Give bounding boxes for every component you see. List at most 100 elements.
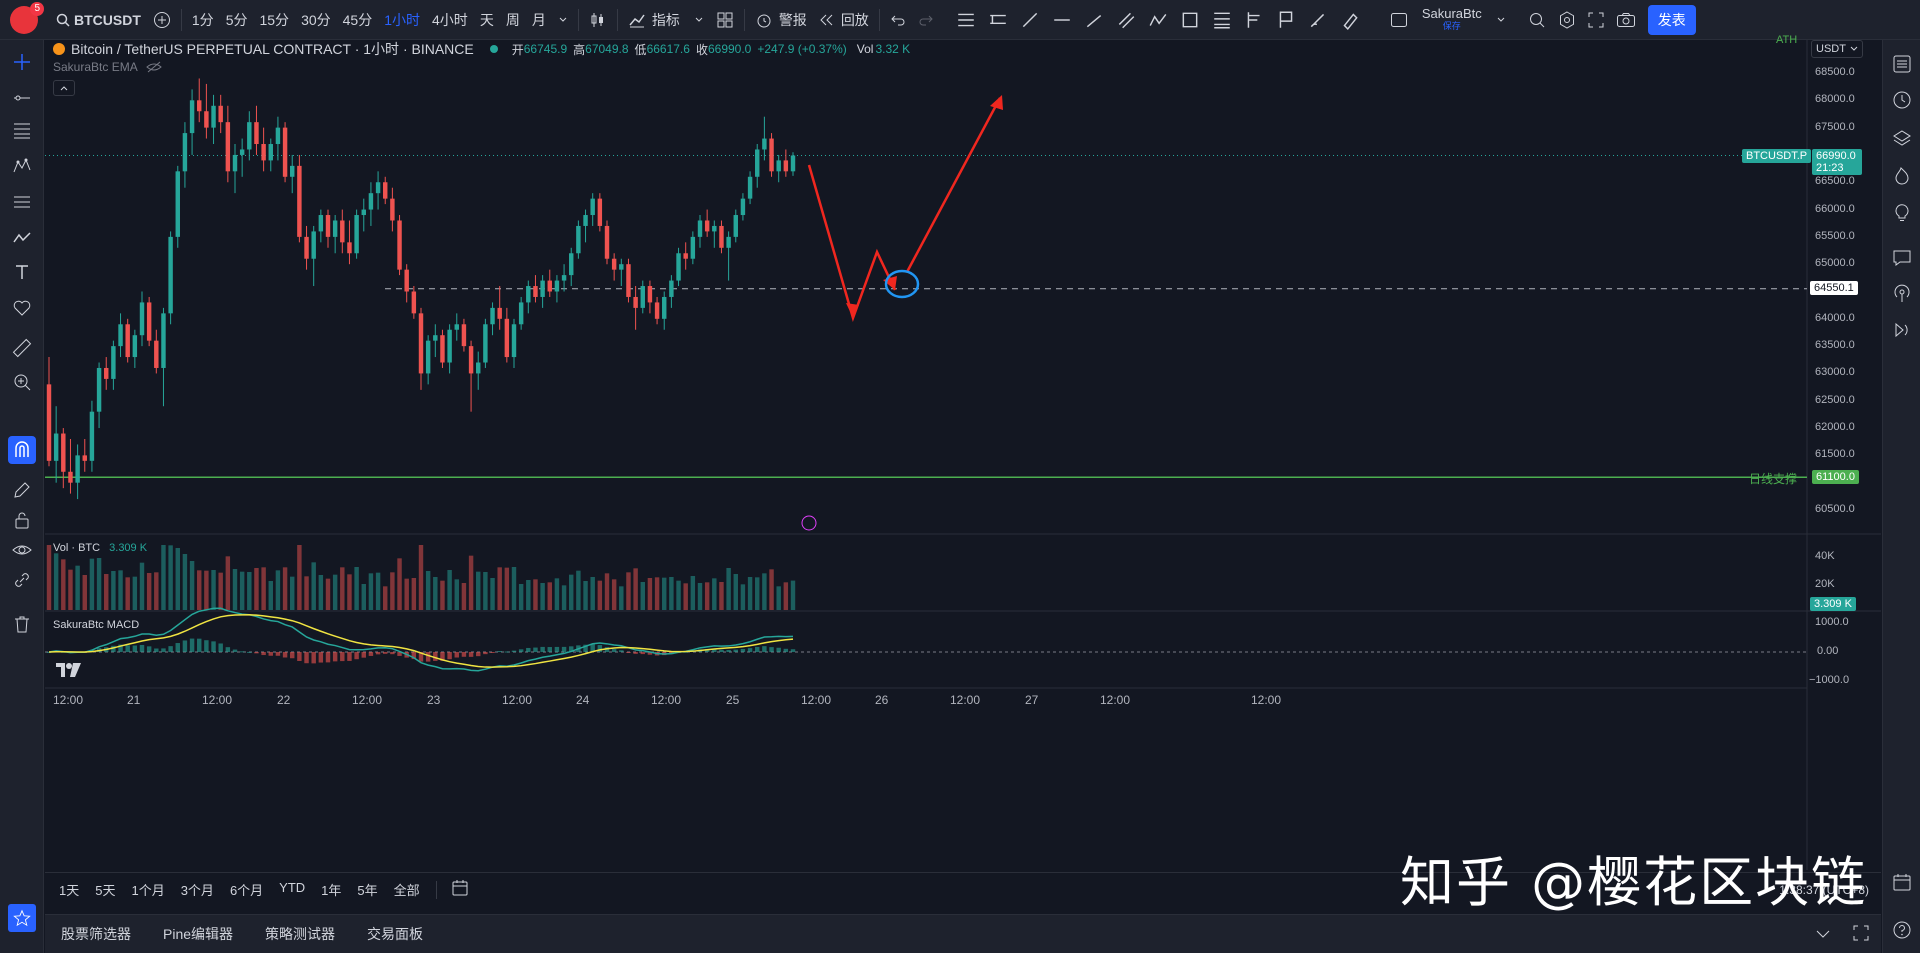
user-avatar[interactable]: 5	[10, 1, 44, 34]
clock-display[interactable]: 1:38:37 (UTC+8)	[1779, 882, 1869, 897]
footer-tab-2[interactable]: 策略测试器	[265, 926, 336, 942]
draw-tool-8[interactable]	[1206, 0, 1238, 40]
trendline-tool[interactable]	[8, 84, 36, 112]
collapse-legend-button[interactable]	[53, 80, 75, 96]
currency-selector[interactable]: USDT	[1811, 40, 1863, 58]
candle-body	[146, 302, 152, 341]
range-3[interactable]: 3个月	[180, 883, 214, 898]
symbol-search[interactable]: BTCUSDT	[50, 0, 147, 40]
maximize-panel-button[interactable]	[1841, 925, 1881, 944]
chart-area[interactable]: Bitcoin / TetherUS PERPETUAL CONTRACT · …	[45, 34, 1881, 870]
timeframe-0[interactable]: 1分	[191, 11, 214, 28]
range-0[interactable]: 1天	[59, 883, 80, 898]
draw-tool-1[interactable]	[982, 0, 1014, 40]
timeframe-dropdown[interactable]	[552, 0, 574, 40]
candle-body	[182, 133, 188, 172]
timeframe-1[interactable]: 5分	[225, 11, 248, 28]
prediction-tool[interactable]	[8, 188, 36, 216]
streams-button[interactable]	[1888, 280, 1916, 308]
draw-tool-11[interactable]	[1302, 0, 1334, 40]
chat-button[interactable]	[1888, 244, 1916, 272]
range-4[interactable]: 6个月	[229, 883, 264, 898]
collapse-panel-button[interactable]	[1805, 926, 1841, 942]
watchlist-button[interactable]	[1888, 50, 1916, 78]
settings-button[interactable]	[1552, 0, 1582, 40]
magnet-tool[interactable]	[8, 436, 36, 464]
draw-tool-4[interactable]	[1078, 0, 1110, 40]
eye-hidden-icon[interactable]	[145, 61, 162, 73]
pattern-tool[interactable]	[8, 152, 36, 180]
fib-tool[interactable]	[8, 116, 36, 144]
timeframe-6[interactable]: 4小时	[432, 11, 468, 28]
account-dropdown[interactable]	[1490, 0, 1512, 40]
range-1[interactable]: 5天	[95, 883, 116, 898]
quick-search-button[interactable]	[1522, 0, 1552, 40]
draw-tool-5[interactable]	[1110, 0, 1142, 40]
zoom-tool[interactable]	[8, 368, 36, 396]
volume-bar	[662, 577, 667, 610]
draw-tool-6[interactable]	[1142, 0, 1174, 40]
range-7[interactable]: 5年	[357, 883, 378, 898]
draw-tool-7[interactable]	[1174, 0, 1206, 40]
symbol-title[interactable]: Bitcoin / TetherUS PERPETUAL CONTRACT · …	[71, 41, 474, 57]
hotlists-button[interactable]	[1888, 162, 1916, 190]
replay-button[interactable]: 回放	[813, 0, 875, 40]
timeframe-7[interactable]: 天	[479, 11, 494, 28]
text-tool[interactable]	[8, 258, 36, 286]
lock-drawings-tool[interactable]	[8, 506, 36, 534]
templates-button[interactable]	[710, 0, 740, 40]
measure-tool[interactable]	[8, 334, 36, 362]
timeframe-5[interactable]: 1小时	[384, 11, 421, 28]
macd-histogram-bar	[161, 648, 166, 652]
footer-tab-0[interactable]: 股票筛选器	[61, 926, 131, 942]
macd-legend[interactable]: SakuraBtc MACD	[53, 619, 140, 631]
signals-button[interactable]	[1888, 316, 1916, 344]
ema-legend[interactable]: SakuraBtc EMA	[53, 60, 162, 74]
draw-tool-10[interactable]	[1270, 0, 1302, 40]
alerts-panel-button[interactable]	[1888, 86, 1916, 114]
account-menu[interactable]: SakuraBtc 保存	[1414, 0, 1490, 40]
draw-tool-3[interactable]	[1046, 0, 1078, 40]
snapshot-button[interactable]	[1610, 0, 1642, 40]
timeframe-9[interactable]: 月	[531, 11, 546, 28]
alert-button[interactable]: 警报	[749, 0, 813, 40]
help-button[interactable]	[1888, 916, 1916, 944]
footer-tab-1[interactable]: Pine编辑器	[163, 926, 234, 942]
timeframe-2[interactable]: 15分	[259, 11, 290, 28]
chart-type-button[interactable]	[583, 0, 613, 40]
goto-date-button[interactable]	[445, 879, 475, 900]
hide-drawings-tool[interactable]	[8, 536, 36, 564]
draw-tool-0[interactable]	[950, 0, 982, 40]
draw-tool-9[interactable]	[1238, 0, 1270, 40]
remove-drawings-tool[interactable]	[8, 610, 36, 638]
indicators-button[interactable]: 指标	[622, 0, 710, 40]
favorites-tool[interactable]	[8, 904, 36, 932]
chart-canvas[interactable]	[45, 40, 1881, 870]
draw-tool-12[interactable]	[1334, 0, 1366, 40]
ideas-button[interactable]	[1888, 198, 1916, 226]
timeframe-3[interactable]: 30分	[301, 11, 331, 28]
layers-button[interactable]	[1888, 124, 1916, 152]
crosshair-tool[interactable]	[8, 48, 36, 76]
redo-button[interactable]	[912, 0, 940, 40]
range-2[interactable]: 1个月	[131, 883, 165, 898]
range-6[interactable]: 1年	[321, 883, 342, 898]
publish-button[interactable]: 发表	[1647, 4, 1696, 35]
footer-tab-3[interactable]: 交易面板	[367, 926, 424, 942]
range-8[interactable]: 全部	[393, 883, 420, 898]
timeframe-8[interactable]: 周	[505, 11, 520, 28]
keep-drawing-tool[interactable]	[8, 476, 36, 504]
undo-button[interactable]	[884, 0, 912, 40]
sync-drawings-tool[interactable]	[8, 566, 36, 594]
compare-button[interactable]	[147, 0, 177, 40]
fullscreen-button[interactable]	[1582, 0, 1610, 40]
layout-button[interactable]	[1384, 0, 1414, 40]
draw-tool-2[interactable]	[1014, 0, 1046, 40]
brush-tool[interactable]	[8, 224, 36, 252]
indicators-label: 指标	[651, 11, 680, 28]
timeframe-4[interactable]: 45分	[342, 11, 373, 28]
range-5[interactable]: YTD	[279, 880, 306, 895]
volume-legend[interactable]: Vol · BTC 3.309 K	[53, 542, 147, 554]
icons-tool[interactable]	[8, 294, 36, 322]
calendar-button[interactable]	[1888, 868, 1916, 896]
